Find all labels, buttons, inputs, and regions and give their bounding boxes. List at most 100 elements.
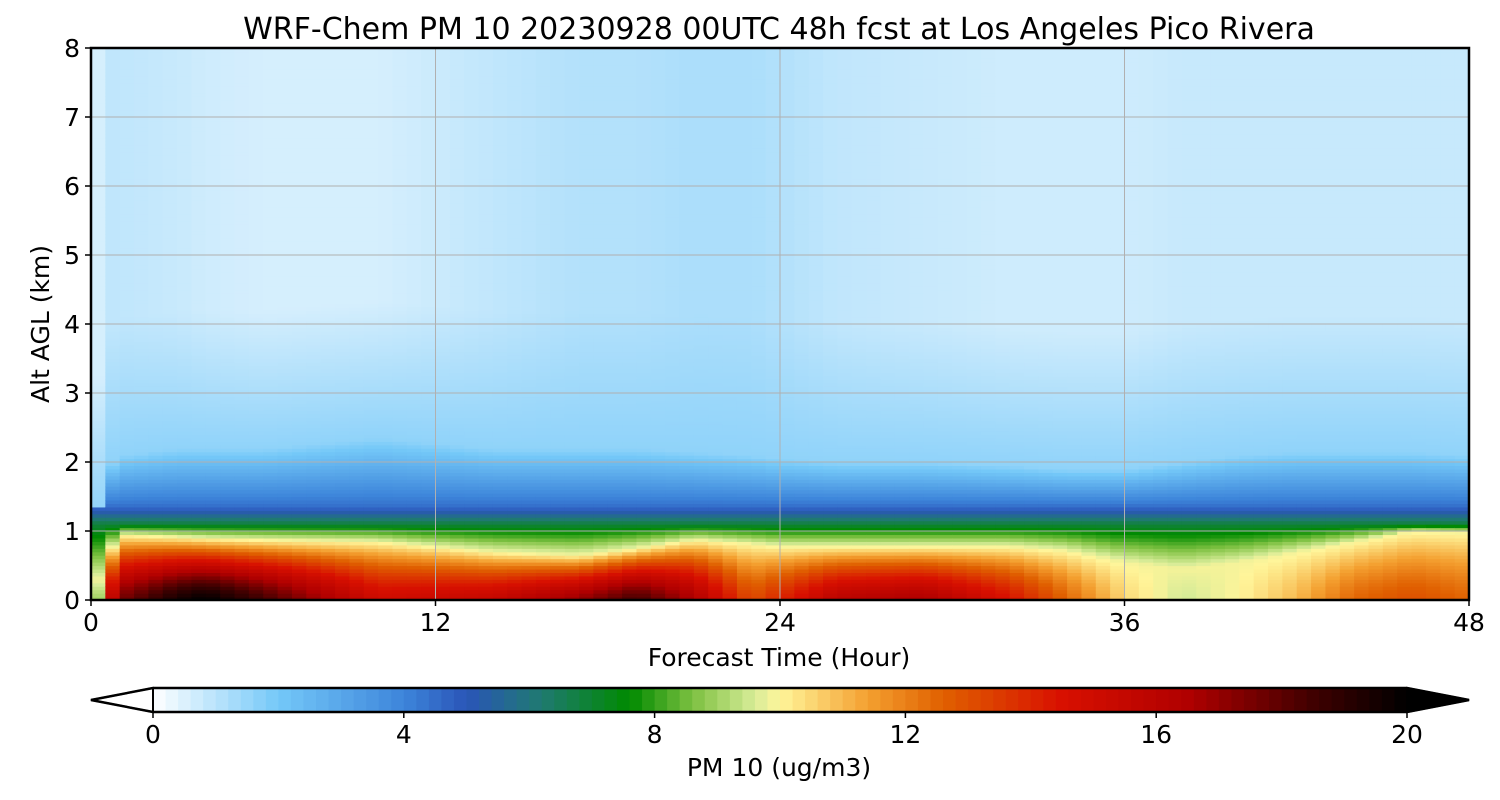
heatmap-cell bbox=[421, 227, 437, 232]
heatmap-cell bbox=[335, 289, 350, 294]
heatmap-cell bbox=[478, 368, 494, 373]
heatmap-cell bbox=[464, 475, 480, 480]
heatmap-cell bbox=[291, 75, 307, 80]
heatmap-cell bbox=[148, 324, 164, 329]
heatmap-cell bbox=[521, 223, 537, 228]
heatmap-cell bbox=[464, 303, 480, 308]
heatmap-cell bbox=[492, 206, 508, 211]
heatmap-cell bbox=[277, 365, 293, 370]
heatmap-cell bbox=[119, 499, 135, 504]
heatmap-cell bbox=[449, 437, 465, 442]
heatmap-cell bbox=[191, 506, 207, 511]
heatmap-cell bbox=[464, 75, 480, 80]
heatmap-cell bbox=[349, 96, 365, 101]
heatmap-cell bbox=[205, 248, 221, 253]
heatmap-cell bbox=[277, 489, 293, 494]
heatmap-cell bbox=[449, 582, 465, 587]
heatmap-cell bbox=[507, 210, 523, 215]
heatmap-cell bbox=[349, 441, 365, 446]
heatmap-cell bbox=[148, 351, 164, 356]
heatmap-cell bbox=[421, 458, 437, 463]
heatmap-cell bbox=[363, 237, 379, 242]
heatmap-cell bbox=[91, 479, 106, 484]
heatmap-cell bbox=[220, 496, 236, 501]
heatmap-cell bbox=[177, 144, 193, 149]
heatmap-cell bbox=[205, 375, 221, 380]
heatmap-cell bbox=[177, 286, 193, 291]
heatmap-cell bbox=[335, 375, 350, 380]
heatmap-cell bbox=[248, 168, 264, 173]
heatmap-cell bbox=[134, 134, 150, 139]
heatmap-cell bbox=[306, 334, 322, 339]
heatmap-cell bbox=[406, 172, 422, 177]
heatmap-cell bbox=[306, 537, 322, 542]
heatmap-cell bbox=[105, 158, 121, 163]
heatmap-cell bbox=[521, 344, 537, 349]
heatmap-cell bbox=[478, 279, 494, 284]
heatmap-cell bbox=[148, 406, 164, 411]
heatmap-cell bbox=[335, 413, 350, 418]
heatmap-cell bbox=[162, 144, 178, 149]
heatmap-cell bbox=[320, 203, 336, 208]
heatmap-cell bbox=[478, 337, 494, 342]
heatmap-cell bbox=[478, 434, 494, 439]
heatmap-cell bbox=[134, 99, 150, 104]
heatmap-cell bbox=[234, 79, 250, 84]
heatmap-cell bbox=[335, 520, 350, 525]
heatmap-cell bbox=[435, 403, 451, 408]
heatmap-cell bbox=[134, 286, 150, 291]
heatmap-cell bbox=[421, 68, 437, 73]
heatmap-cell bbox=[306, 317, 322, 322]
heatmap-cell bbox=[406, 237, 422, 242]
heatmap-cell bbox=[191, 372, 207, 377]
heatmap-cell bbox=[449, 320, 465, 325]
heatmap-cell bbox=[406, 58, 422, 63]
heatmap-cell bbox=[148, 531, 164, 536]
heatmap-cell bbox=[134, 279, 150, 284]
heatmap-cell bbox=[134, 506, 150, 511]
heatmap-cell bbox=[248, 310, 264, 315]
heatmap-cell bbox=[363, 372, 379, 377]
heatmap-cell bbox=[507, 130, 523, 135]
heatmap-cell bbox=[220, 499, 236, 504]
heatmap-cell bbox=[277, 389, 293, 394]
heatmap-cell bbox=[191, 541, 207, 546]
heatmap-cell bbox=[378, 161, 394, 166]
heatmap-cell bbox=[291, 123, 307, 128]
heatmap-cell bbox=[234, 48, 250, 53]
heatmap-cell bbox=[335, 306, 350, 311]
heatmap-cell bbox=[421, 393, 437, 398]
heatmap-cell bbox=[205, 458, 221, 463]
heatmap-cell bbox=[507, 465, 523, 470]
heatmap-cell bbox=[478, 558, 494, 563]
heatmap-cell bbox=[91, 441, 106, 446]
heatmap-cell bbox=[148, 210, 164, 215]
heatmap-cell bbox=[248, 499, 264, 504]
heatmap-cell bbox=[449, 386, 465, 391]
heatmap-cell bbox=[177, 465, 193, 470]
heatmap-cell bbox=[507, 389, 523, 394]
heatmap-cell bbox=[248, 361, 264, 366]
heatmap-cell bbox=[464, 568, 480, 573]
heatmap-cell bbox=[220, 96, 236, 101]
heatmap-cell bbox=[464, 110, 480, 115]
heatmap-cell bbox=[421, 548, 437, 553]
heatmap-cell bbox=[521, 48, 537, 53]
heatmap-cell bbox=[521, 334, 537, 339]
heatmap-cell bbox=[449, 524, 465, 529]
heatmap-cell bbox=[277, 524, 293, 529]
heatmap-cell bbox=[507, 420, 523, 425]
heatmap-cell bbox=[148, 344, 164, 349]
heatmap-cell bbox=[392, 189, 408, 194]
heatmap-cell bbox=[535, 503, 551, 508]
heatmap-cell bbox=[406, 292, 422, 297]
heatmap-cell bbox=[464, 89, 480, 94]
heatmap-cell bbox=[406, 496, 422, 501]
heatmap-cell bbox=[191, 165, 207, 170]
heatmap-cell bbox=[435, 582, 451, 587]
heatmap-cell bbox=[392, 427, 408, 432]
heatmap-cell bbox=[263, 206, 279, 211]
heatmap-cell bbox=[91, 455, 106, 460]
heatmap-cell bbox=[91, 496, 106, 501]
heatmap-cell bbox=[449, 351, 465, 356]
